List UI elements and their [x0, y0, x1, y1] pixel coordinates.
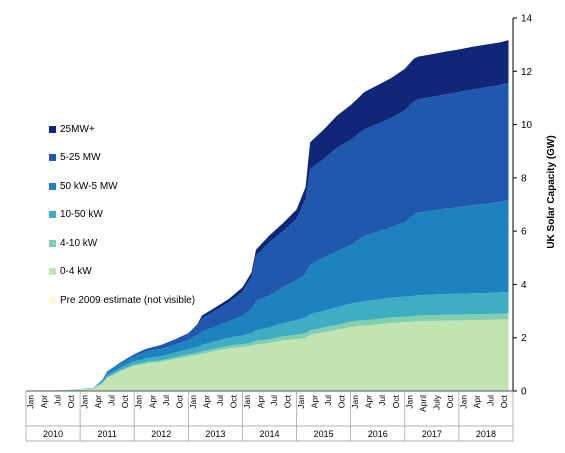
y-axis-label: UK Solar Capacity (GW) — [546, 135, 557, 248]
x-month-label: Oct — [174, 394, 184, 408]
y-tick-label: 10 — [521, 120, 533, 131]
x-year-label: 2015 — [314, 429, 334, 439]
x-month-label: July — [431, 394, 441, 410]
x-year-label: 2018 — [476, 429, 496, 439]
x-month-label: April — [418, 395, 428, 412]
x-month-label: Apr — [255, 395, 265, 408]
x-year-label: 2013 — [205, 429, 225, 439]
x-month-label: Jan — [242, 395, 252, 409]
legend-item: 10-50 kW — [49, 201, 195, 230]
x-month-label: Jul — [323, 395, 333, 406]
legend-label: 0-4 kW — [60, 266, 92, 278]
x-month-label: Oct — [228, 394, 238, 408]
x-month-label: Jul — [107, 395, 117, 406]
x-month-label: Apr — [201, 395, 211, 408]
x-month-label: Jan — [188, 395, 198, 409]
legend-swatch — [49, 125, 56, 133]
x-month-label: Apr — [310, 395, 320, 408]
y-axis: 0 2 4 6 8 10 12 14 — [512, 14, 533, 398]
x-month-label: Jan — [26, 395, 36, 409]
x-month-label: Jan — [404, 395, 414, 409]
x-year-label: 2017 — [422, 429, 442, 439]
x-month-label: Jan — [350, 395, 360, 409]
y-tick-label: 4 — [521, 280, 527, 291]
x-month-label: Jan — [134, 395, 144, 409]
legend-item: 0-4 kW — [49, 258, 195, 287]
x-month-label: Jul — [161, 395, 171, 406]
x-year-label: 2010 — [43, 429, 63, 439]
x-month-label: Jul — [53, 395, 63, 406]
y-tick-label: 6 — [521, 227, 527, 238]
x-month-label: Jan — [80, 395, 90, 409]
legend-swatch — [49, 182, 56, 190]
area-0-4-kw — [26, 319, 509, 391]
x-month-label: Jul — [269, 395, 279, 406]
x-month-label: Apr — [93, 395, 103, 408]
legend-swatch — [49, 211, 56, 219]
x-month-label: Jul — [215, 395, 225, 406]
x-month-label: Oct — [391, 394, 401, 408]
stacked-areas — [26, 40, 509, 392]
x-month-label: Jan — [296, 395, 306, 409]
x-month-label: Apr — [364, 395, 374, 408]
x-month-label: Apr — [147, 395, 157, 408]
area-10-50-kw — [26, 291, 509, 391]
area-50-kw-5-mw — [26, 199, 509, 391]
legend-label: Pre 2009 estimate (not visible) — [60, 294, 196, 306]
legend-item: 4-10 kW — [49, 229, 195, 258]
x-year-label: 2014 — [259, 429, 279, 439]
legend-swatch — [49, 268, 56, 276]
y-tick-label: 2 — [521, 333, 527, 344]
x-year-label: 2011 — [97, 429, 116, 439]
area-5-25-mw — [26, 82, 509, 392]
x-month-label: Oct — [120, 394, 130, 408]
y-tick-label: 14 — [521, 14, 533, 25]
legend-swatch — [49, 154, 56, 162]
x-month-label: Oct — [283, 394, 293, 408]
x-month-label: Jul — [485, 395, 495, 406]
y-tick-label: 8 — [521, 173, 527, 184]
y-tick-label: 12 — [521, 67, 533, 78]
legend-label: 10-50 kW — [60, 209, 103, 221]
legend: 25MW+ 5-25 MW 50 kW-5 MW 10-50 kW 4-10 kW 0-4… — [49, 115, 195, 315]
legend-item: 50 kW-5 MW — [49, 172, 195, 201]
x-month-label: Jul — [377, 395, 387, 406]
legend-label: 4-10 kW — [60, 237, 98, 249]
x-month-label: Jan — [458, 395, 468, 409]
legend-label: 25MW+ — [60, 123, 95, 135]
x-month-label: Apr — [472, 395, 482, 408]
legend-item: 5-25 MW — [49, 144, 195, 173]
legend-item: 25MW+ — [49, 115, 195, 144]
legend-item: Pre 2009 estimate (not visible) — [49, 286, 195, 315]
x-year-label: 2016 — [368, 429, 388, 439]
legend-label: 50 kW-5 MW — [60, 180, 118, 192]
y-tick-label: 0 — [521, 387, 527, 398]
legend-label: 5-25 MW — [60, 152, 101, 164]
x-year-label: 2012 — [151, 429, 171, 439]
legend-swatch — [49, 296, 56, 304]
x-month-label: Oct — [499, 394, 509, 408]
legend-swatch — [49, 239, 56, 247]
x-month-label: Apr — [39, 395, 49, 408]
area-25mw- — [26, 40, 509, 391]
x-month-label: Oct — [445, 394, 455, 408]
x-month-label: Oct — [66, 394, 76, 408]
x-month-label: Oct — [337, 394, 347, 408]
